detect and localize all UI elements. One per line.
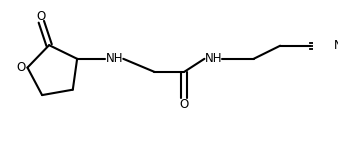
Text: O: O (16, 61, 25, 74)
Text: NH: NH (205, 52, 222, 65)
Text: O: O (37, 10, 46, 23)
Text: O: O (179, 98, 189, 111)
Text: NH: NH (106, 52, 123, 65)
Text: N: N (334, 39, 338, 52)
